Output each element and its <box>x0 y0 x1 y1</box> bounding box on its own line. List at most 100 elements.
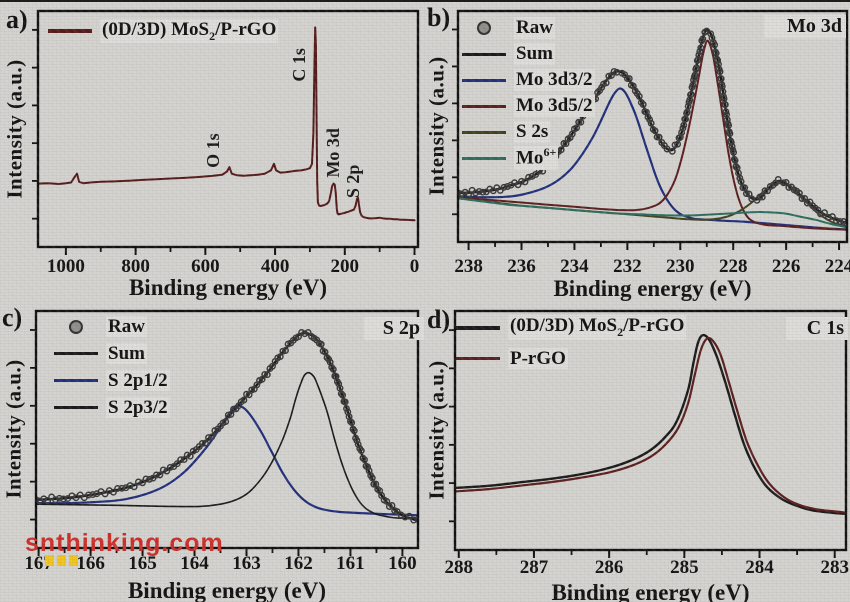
panel-b-tag: b) <box>427 3 451 32</box>
raw-data-markers <box>459 27 846 227</box>
line-swatch <box>456 357 500 360</box>
line-swatch <box>462 52 506 56</box>
x-tick-label: 224 <box>825 256 850 277</box>
panel-a-chart: 1000 800 600 400 200 0 O 1s C 1s Mo 3dS 2p <box>32 9 420 277</box>
x-tick-label: 165 <box>128 553 157 574</box>
axes-frame <box>34 309 420 550</box>
panel-b-chart: 238 236 234 232 230 228 226 224 <box>452 9 850 277</box>
plot-area <box>459 27 846 231</box>
x-tick-label: 400 <box>261 256 290 277</box>
panel-d-region-label: C 1s <box>786 317 848 340</box>
panel-b-legend: Raw Sum Mo 3d3/2 Mo 3d5/2 S 2s Mo6+ <box>462 15 595 171</box>
x-tick-label: 166 <box>76 553 105 574</box>
series--0d-3d-mos2-p-rgo <box>39 26 416 222</box>
raw-marker-swatch <box>54 319 98 334</box>
x-tick-label: 1000 <box>47 256 85 277</box>
line-swatch <box>462 130 506 134</box>
panel-c-tag: c) <box>2 303 23 332</box>
x-tick-label: 600 <box>191 256 220 277</box>
series-mo-3d3-2 <box>459 87 846 231</box>
watermark-submark <box>45 555 78 566</box>
x-tick-label: 164 <box>180 553 209 574</box>
legend-label: (0D/3D) MoS2/P-rGO <box>100 18 279 44</box>
x-axis-ticks: 288 287 286 285 284 283 <box>445 550 849 578</box>
series-s-2p3-2 <box>37 371 417 521</box>
legend-label: S 2p3/2 <box>106 396 170 419</box>
x-tick-label: 228 <box>719 256 748 277</box>
legend-label: Sum <box>106 342 147 365</box>
raw-data-markers <box>37 328 417 524</box>
legend-item: Sum <box>54 340 170 367</box>
panel-d-tag: d) <box>427 305 451 334</box>
legend-item: S 2p3/2 <box>54 394 170 421</box>
x-tick-label: 230 <box>666 256 695 277</box>
watermark-text: snthinking.com <box>25 529 224 557</box>
legend-label: (0D/3D) MoS2/P-rGO <box>508 315 687 340</box>
legend-item: P-rGO <box>456 343 686 374</box>
legend-item: S 2s <box>462 119 595 145</box>
peak-annotation: Mo 3d <box>323 128 343 178</box>
peak-annotation: C 1s <box>289 48 309 82</box>
x-axis-ticks: 167 166 165 164 163 162 161 160 <box>24 548 417 574</box>
x-tick-label: 285 <box>670 557 699 578</box>
legend-label: Mo6+ <box>514 145 559 170</box>
x-tick-label: 162 <box>284 553 313 574</box>
legend-label: Raw <box>106 315 147 338</box>
axes-frame <box>453 309 848 552</box>
x-tick-label: 160 <box>388 553 417 574</box>
axes-frame <box>36 9 420 249</box>
panel-c-legend: Raw Sum S 2p1/2 S 2p3/2 <box>54 313 170 421</box>
legend-item: Sum <box>462 41 595 67</box>
x-tick-label: 286 <box>595 557 624 578</box>
x-tick-label: 284 <box>745 557 774 578</box>
panel-a-tag: a) <box>6 5 28 34</box>
panel-b-xlabel: Binding energy (eV) <box>553 276 752 301</box>
legend-item: Mo 3d5/2 <box>462 93 595 119</box>
x-tick-label: 226 <box>772 256 801 277</box>
panel-a-legend: (0D/3D) MoS2/P-rGO <box>48 17 279 45</box>
panel-c-ylabel: Intensity (a.u.) <box>1 359 26 499</box>
x-tick-label: 200 <box>331 256 360 277</box>
panel-d-ylabel: Intensity (a.u.) <box>424 360 449 500</box>
panel-c-chart: 167 166 165 164 163 162 161 160 <box>24 309 420 574</box>
legend-item: Mo 3d3/2 <box>462 67 595 93</box>
legend-item: (0D/3D) MoS2/P-rGO <box>48 17 279 45</box>
legend-item: (0D/3D) MoS2/P-rGO <box>456 312 687 343</box>
line-swatch <box>54 406 98 409</box>
panel-b-region-label: Mo 3d <box>764 15 846 38</box>
y-axis-ticks <box>449 329 455 523</box>
x-axis-ticks: 1000 800 600 400 200 0 <box>47 247 419 277</box>
legend-label: Mo 3d3/2 <box>514 69 595 91</box>
plot-area <box>39 26 416 222</box>
x-tick-label: 800 <box>121 256 150 277</box>
x-tick-label: 232 <box>613 256 642 277</box>
series-mo6- <box>459 197 846 229</box>
line-swatch <box>462 156 506 160</box>
line-swatch <box>462 78 506 82</box>
x-tick-label: 161 <box>336 553 365 574</box>
y-axis-ticks <box>452 28 458 216</box>
x-tick-label: 234 <box>560 256 589 277</box>
legend-label: P-rGO <box>508 347 568 370</box>
panel-d-xlabel: Binding energy (eV) <box>551 580 750 602</box>
x-tick-label: 238 <box>454 256 483 277</box>
legend-item: S 2p1/2 <box>54 367 170 394</box>
line-swatch <box>48 29 92 33</box>
panel-b-ylabel: Intensity (a.u.) <box>424 56 449 196</box>
x-tick-label: 288 <box>445 557 474 578</box>
peak-annotation: O 1s <box>203 133 223 168</box>
raw-marker-swatch <box>462 21 506 35</box>
panel-c-xlabel: Binding energy (eV) <box>127 578 327 602</box>
x-tick-label: 0 <box>410 256 420 277</box>
line-swatch <box>54 379 98 382</box>
legend-label: S 2p1/2 <box>106 369 170 392</box>
axes-frame <box>456 9 849 244</box>
plot-area <box>456 333 845 515</box>
legend-label: Mo 3d5/2 <box>514 95 595 117</box>
series--0d-3d-mos2-p-rgo <box>456 333 845 515</box>
legend-label: Sum <box>514 43 555 65</box>
series-p-rgo <box>456 336 845 514</box>
panel-d-chart: 288 287 286 285 284 283 <box>445 309 849 578</box>
y-axis-ticks <box>32 28 38 220</box>
